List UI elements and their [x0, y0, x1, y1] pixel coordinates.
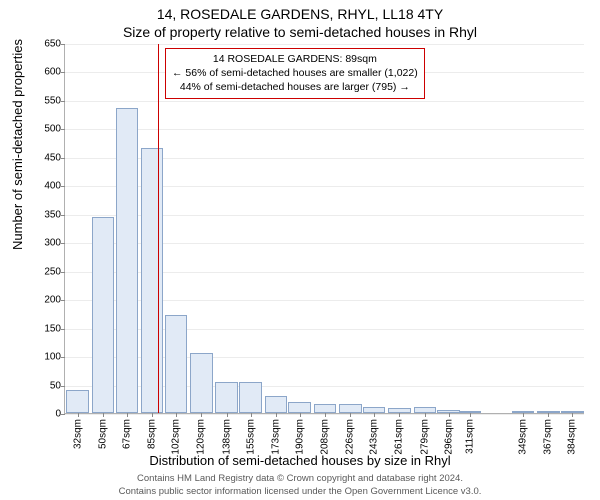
histogram-bar	[92, 217, 114, 413]
annotation-line3: 44% of semi-detached houses are larger (…	[172, 80, 418, 94]
histogram-bar	[314, 404, 336, 413]
x-tick-label: 85sqm	[147, 419, 158, 449]
annotation-line1: 14 ROSEDALE GARDENS: 89sqm	[172, 52, 418, 66]
histogram-bar	[66, 390, 88, 413]
gridline	[65, 129, 584, 130]
x-tick-label: 243sqm	[369, 419, 380, 455]
x-tick-label: 367sqm	[543, 419, 554, 455]
chart-subtitle: Size of property relative to semi-detach…	[0, 24, 600, 40]
attribution-line1: Contains HM Land Registry data © Crown c…	[137, 473, 463, 484]
x-tick-label: 349sqm	[518, 419, 529, 455]
annotation-line2: ← 56% of semi-detached houses are smalle…	[172, 66, 418, 80]
histogram-bar	[339, 404, 361, 413]
gridline	[65, 101, 584, 102]
histogram-bar	[190, 353, 212, 413]
attribution-line2: Contains public sector information licen…	[119, 486, 482, 497]
x-tick-label: 384sqm	[567, 419, 578, 455]
x-axis-label: Distribution of semi-detached houses by …	[0, 453, 600, 468]
x-tick-label: 226sqm	[345, 419, 356, 455]
x-tick-label: 208sqm	[320, 419, 331, 455]
x-tick-label: 279sqm	[419, 419, 430, 455]
x-tick-label: 50sqm	[97, 419, 108, 449]
histogram-bar	[141, 148, 163, 413]
x-tick-label: 311sqm	[464, 419, 475, 454]
x-tick-label: 155sqm	[245, 419, 256, 455]
annotation-box: 14 ROSEDALE GARDENS: 89sqm← 56% of semi-…	[165, 48, 425, 99]
x-tick-label: 173sqm	[270, 419, 281, 455]
histogram-plot: 0501001502002503003504004505005506006503…	[64, 44, 584, 414]
gridline	[65, 44, 584, 45]
histogram-bar	[215, 382, 237, 413]
x-tick-label: 102sqm	[171, 419, 182, 455]
histogram-bar	[265, 396, 287, 413]
x-tick-label: 67sqm	[121, 419, 132, 449]
x-tick-label: 32sqm	[72, 419, 83, 449]
reference-line	[158, 44, 160, 413]
x-tick-label: 261sqm	[394, 419, 405, 455]
x-tick-label: 190sqm	[294, 419, 305, 455]
histogram-bar	[165, 315, 187, 413]
histogram-bar	[116, 108, 138, 413]
y-axis-label: Number of semi-detached properties	[10, 39, 25, 250]
attribution-text: Contains HM Land Registry data © Crown c…	[0, 473, 600, 498]
histogram-bar	[288, 402, 310, 413]
histogram-bar	[239, 382, 261, 413]
x-tick-label: 296sqm	[443, 419, 454, 455]
chart-title-address: 14, ROSEDALE GARDENS, RHYL, LL18 4TY	[0, 6, 600, 22]
x-tick-label: 138sqm	[221, 419, 232, 455]
x-tick-label: 120sqm	[196, 419, 207, 455]
